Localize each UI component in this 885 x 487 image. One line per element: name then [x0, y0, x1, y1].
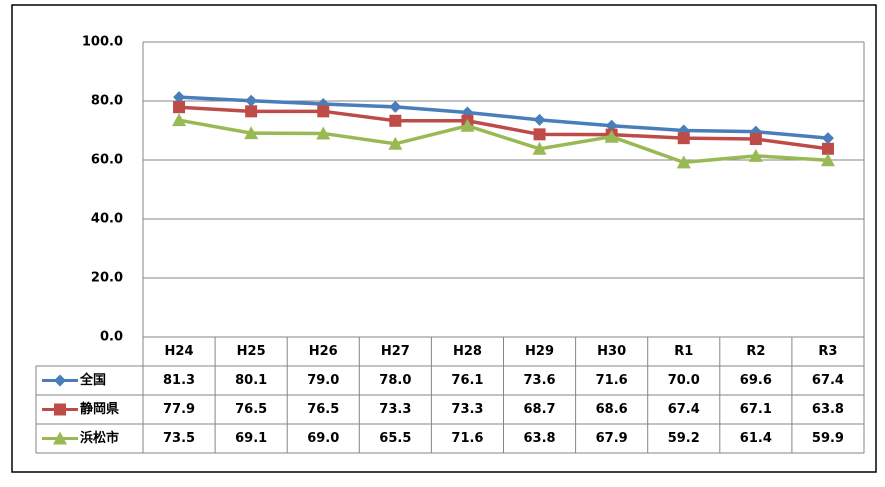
chart-frame: [11, 4, 877, 473]
x-tick-label: H25: [237, 344, 266, 359]
table-value: 59.9: [812, 431, 844, 446]
table-value: 76.5: [307, 402, 339, 417]
table-value: 71.6: [596, 373, 628, 388]
point: [316, 126, 331, 140]
y-tick-label: 20.0: [91, 271, 123, 286]
table-value: 61.4: [740, 431, 772, 446]
table-value: 77.9: [163, 402, 195, 417]
x-tick-label: R3: [818, 344, 837, 359]
table-value: 73.3: [451, 402, 483, 417]
x-tick-label: H26: [309, 344, 338, 359]
table-value: 69.1: [235, 431, 267, 446]
series-line: [178, 118, 829, 165]
point: [749, 133, 762, 146]
y-tick-label: 0.0: [100, 330, 123, 345]
table-value: 80.1: [235, 373, 267, 388]
legend-marker: [54, 403, 66, 416]
table-value: 63.8: [812, 402, 844, 417]
table-value: 76.5: [235, 402, 267, 417]
point: [533, 128, 546, 141]
point: [173, 91, 186, 104]
table-value: 69.6: [740, 373, 772, 388]
table-value: 59.2: [668, 431, 700, 446]
point: [172, 113, 187, 127]
x-tick-label: R1: [674, 344, 693, 359]
table-value: 68.7: [524, 402, 556, 417]
legend-marker: [54, 374, 66, 387]
y-tick-label: 100.0: [82, 35, 123, 50]
point: [821, 132, 834, 145]
y-tick-label: 80.0: [91, 94, 123, 109]
x-tick-label: H27: [381, 344, 410, 359]
point: [245, 105, 258, 118]
y-tick-label: 60.0: [91, 153, 123, 168]
point: [748, 148, 763, 162]
point: [173, 101, 186, 114]
point: [820, 153, 835, 167]
table-value: 67.4: [668, 402, 700, 417]
table-value: 71.6: [451, 431, 483, 446]
point: [532, 141, 547, 155]
series-line: [178, 105, 829, 151]
table-value: 73.5: [163, 431, 195, 446]
table-value: 79.0: [307, 373, 339, 388]
table-value: 67.1: [740, 402, 772, 417]
point: [245, 94, 258, 107]
table-value: 78.0: [379, 373, 411, 388]
legend-marker: [53, 431, 67, 445]
point: [388, 136, 403, 150]
x-tick-label: R2: [746, 344, 765, 359]
x-tick-label: H29: [525, 344, 554, 359]
point: [460, 118, 475, 132]
table-value: 65.5: [379, 431, 411, 446]
table-value: 73.6: [524, 373, 556, 388]
point: [244, 126, 259, 140]
x-tick-label: H28: [453, 344, 482, 359]
point: [604, 129, 619, 143]
point: [533, 113, 546, 126]
table-value: 67.4: [812, 373, 844, 388]
point: [389, 114, 402, 127]
point: [677, 132, 690, 145]
x-tick-label: H24: [165, 344, 194, 359]
table-value: 69.0: [307, 431, 339, 446]
point: [821, 142, 834, 155]
table-value: 70.0: [668, 373, 700, 388]
table-value: 81.3: [163, 373, 195, 388]
series-line: [178, 95, 829, 140]
table-value: 67.9: [596, 431, 628, 446]
table-value: 63.8: [524, 431, 556, 446]
legend-label: 全国: [79, 372, 106, 388]
point: [317, 105, 330, 118]
table-value: 73.3: [379, 402, 411, 417]
point: [676, 155, 691, 169]
legend-label: 静岡県: [80, 401, 119, 417]
y-tick-label: 40.0: [91, 212, 123, 227]
legend-label: 浜松市: [80, 430, 119, 446]
table-value: 68.6: [596, 402, 628, 417]
x-tick-label: H30: [597, 344, 626, 359]
point: [389, 100, 402, 113]
table-value: 76.1: [451, 373, 483, 388]
